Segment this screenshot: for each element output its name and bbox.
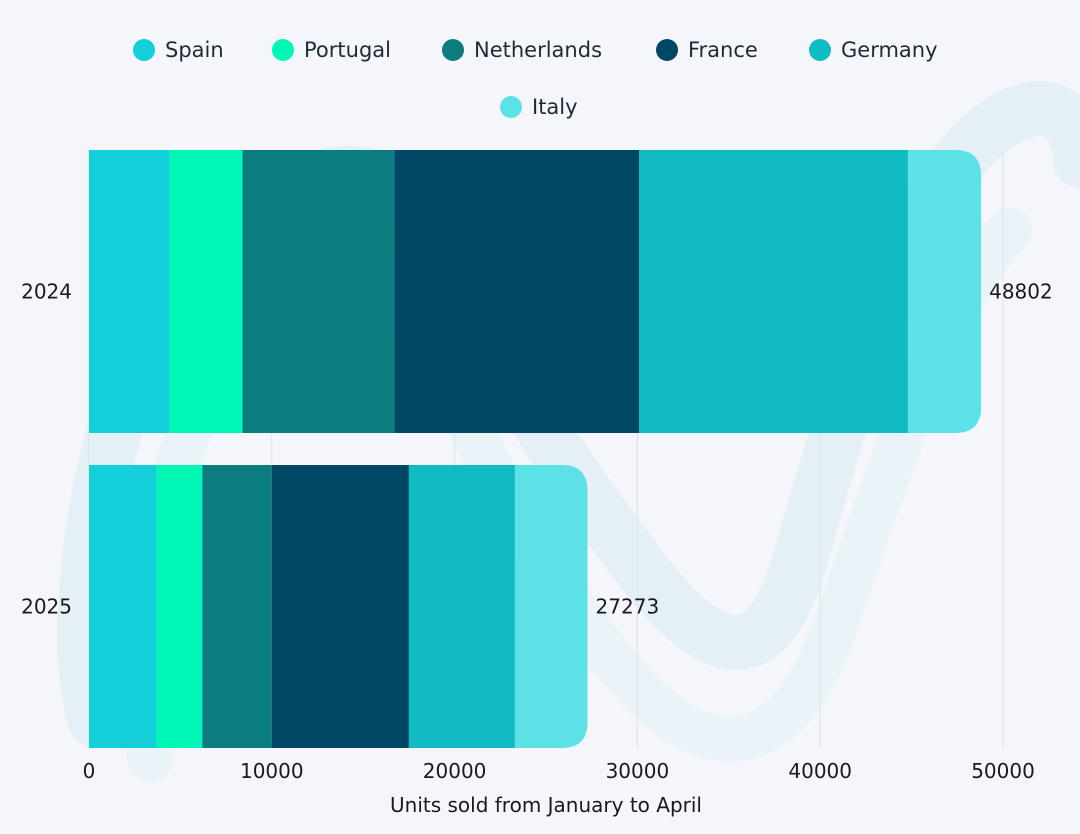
- bar-total-label: 27273: [596, 595, 660, 619]
- bar-segment-spain[interactable]: [89, 465, 157, 748]
- legend-swatch: [442, 39, 464, 61]
- bar-segment-france[interactable]: [271, 465, 409, 748]
- bar-segment-italy[interactable]: [907, 150, 982, 433]
- y-category-label: 2024: [21, 280, 72, 304]
- legend-item-spain[interactable]: Spain: [133, 38, 224, 62]
- legend-swatch: [272, 39, 294, 61]
- bar-segment-portugal[interactable]: [169, 150, 243, 433]
- x-axis-title: Units sold from January to April: [390, 793, 702, 817]
- legend-swatch: [500, 96, 522, 118]
- bar-segment-italy[interactable]: [514, 465, 588, 748]
- bar-segment-germany[interactable]: [639, 150, 908, 433]
- bar-group-2025: [89, 465, 588, 748]
- x-tick-label: 40000: [788, 759, 852, 783]
- y-category-label: 2025: [21, 595, 72, 619]
- x-tick-label: 20000: [423, 759, 487, 783]
- bar-total-label: 48802: [989, 280, 1053, 304]
- legend-item-germany[interactable]: Germany: [809, 38, 938, 62]
- legend-label: Germany: [841, 38, 938, 62]
- legend-item-france[interactable]: France: [656, 38, 758, 62]
- legend-item-portugal[interactable]: Portugal: [272, 38, 391, 62]
- x-tick-label: 10000: [240, 759, 304, 783]
- bar-segment-france[interactable]: [394, 150, 640, 433]
- bar-segment-netherlands[interactable]: [202, 465, 272, 748]
- bar-segment-portugal[interactable]: [156, 465, 203, 748]
- x-tick-label: 50000: [971, 759, 1035, 783]
- legend-item-netherlands[interactable]: Netherlands: [442, 38, 602, 62]
- legend-swatch: [809, 39, 831, 61]
- legend-label: Spain: [165, 38, 224, 62]
- legend-label: Portugal: [304, 38, 391, 62]
- bar-segment-netherlands[interactable]: [242, 150, 395, 433]
- legend-swatch: [133, 39, 155, 61]
- bar-segment-germany[interactable]: [408, 465, 515, 748]
- legend-swatch: [656, 39, 678, 61]
- legend-label: Netherlands: [474, 38, 602, 62]
- x-tick-label: 0: [83, 759, 96, 783]
- legend-item-italy[interactable]: Italy: [500, 95, 578, 119]
- bar-group-2024: [89, 150, 982, 433]
- legend-label: France: [688, 38, 758, 62]
- legend-label: Italy: [532, 95, 578, 119]
- x-tick-label: 30000: [606, 759, 670, 783]
- bar-segment-spain[interactable]: [89, 150, 170, 433]
